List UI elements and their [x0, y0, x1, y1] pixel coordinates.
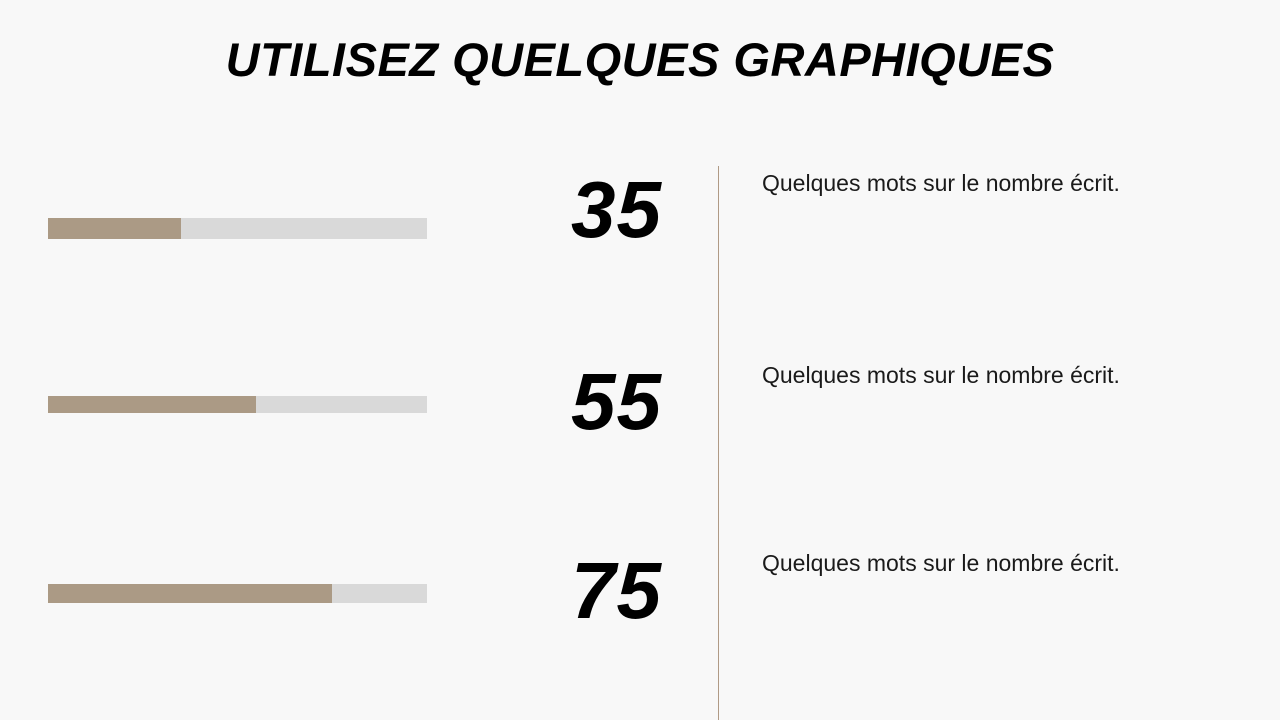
- progress-bar-fill: [48, 218, 181, 239]
- vertical-divider: [718, 166, 719, 720]
- progress-bar-track: [48, 218, 427, 239]
- stat-number: 75: [571, 546, 662, 635]
- stat-description: Quelques mots sur le nombre écrit.: [762, 170, 1120, 196]
- stat-number: 35: [571, 165, 662, 254]
- progress-bar-fill: [48, 584, 333, 603]
- slide-title: UTILISEZ QUELQUES GRAPHIQUES: [225, 33, 1055, 86]
- stat-number: 55: [571, 357, 662, 446]
- stat-description: Quelques mots sur le nombre écrit.: [762, 362, 1120, 388]
- progress-bar-track: [48, 396, 427, 413]
- progress-bar-track: [48, 584, 427, 603]
- stat-description: Quelques mots sur le nombre écrit.: [762, 550, 1120, 576]
- progress-bar-fill: [48, 396, 257, 413]
